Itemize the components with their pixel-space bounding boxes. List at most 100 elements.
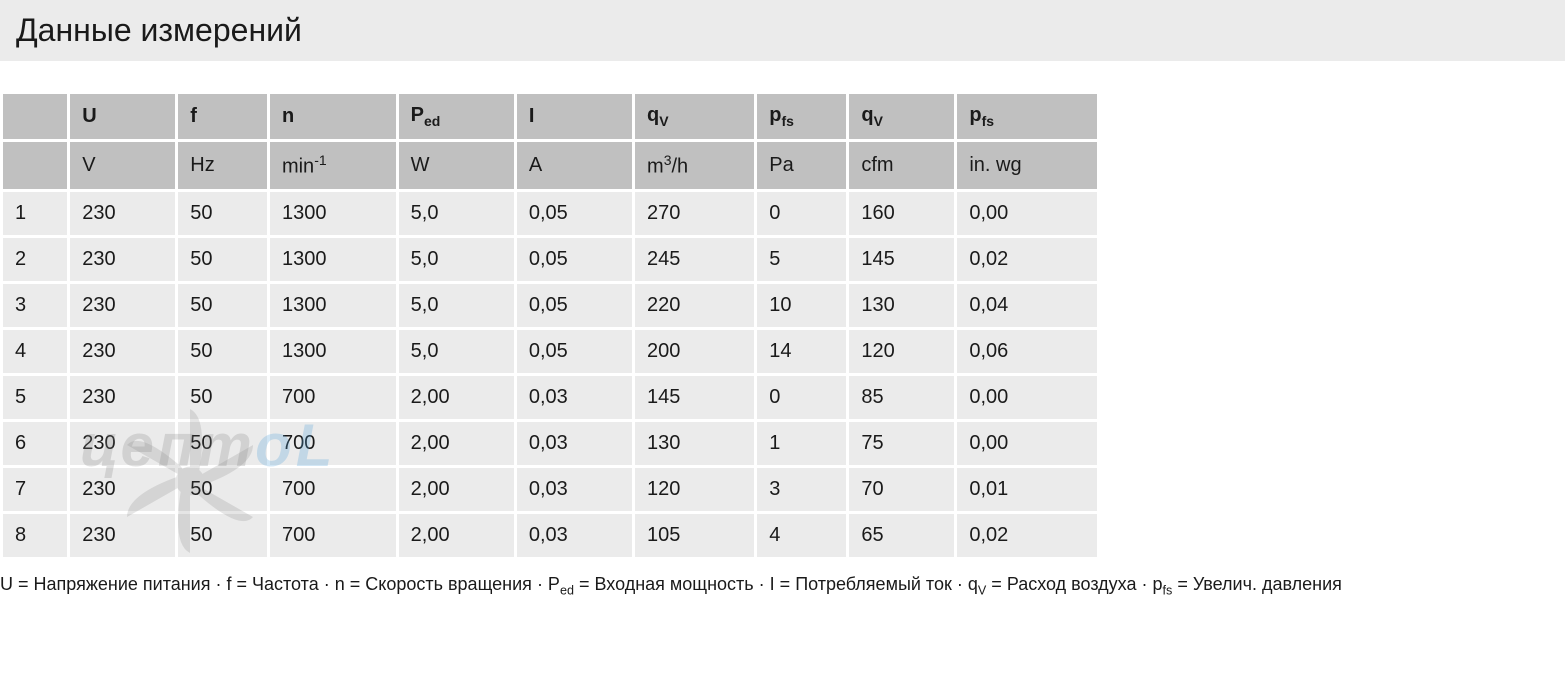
section-title: Данные измерений — [0, 0, 1565, 61]
cell: 0 — [757, 192, 846, 235]
cell: 145 — [635, 376, 754, 419]
cell: 3 — [757, 468, 846, 511]
cell: 1300 — [270, 192, 396, 235]
cell: 0 — [757, 376, 846, 419]
cell: 160 — [849, 192, 954, 235]
col-unit-cfm: cfm — [849, 142, 954, 189]
col-unit-W: W — [399, 142, 514, 189]
cell: 130 — [849, 284, 954, 327]
cell: 0,05 — [517, 284, 632, 327]
cell: 10 — [757, 284, 846, 327]
cell: 50 — [178, 192, 267, 235]
cell: 0,02 — [957, 238, 1097, 281]
title-text: Данные измерений — [16, 12, 302, 48]
cell: 120 — [849, 330, 954, 373]
cell: 1300 — [270, 284, 396, 327]
table-legend: U = Напряжение питания · f = Частота · n… — [0, 570, 1565, 602]
cell: 6 — [3, 422, 67, 465]
cell: 245 — [635, 238, 754, 281]
cell: 700 — [270, 422, 396, 465]
cell: 3 — [3, 284, 67, 327]
cell: 2 — [3, 238, 67, 281]
cell: 7 — [3, 468, 67, 511]
cell: 0,03 — [517, 468, 632, 511]
cell: 0,00 — [957, 422, 1097, 465]
header-row-units: V Hz min-1 W A m3/h Pa cfm in. wg — [3, 142, 1097, 189]
cell: 0,03 — [517, 514, 632, 557]
cell: 2,00 — [399, 514, 514, 557]
cell: 5,0 — [399, 330, 514, 373]
col-header-U: U — [70, 94, 175, 139]
table-row: 2 230 50 1300 5,0 0,05 245 5 145 0,02 — [3, 238, 1097, 281]
col-unit-empty — [3, 142, 67, 189]
cell: 0,03 — [517, 422, 632, 465]
cell: 230 — [70, 238, 175, 281]
legend-qV: Расход воздуха — [1007, 574, 1137, 594]
col-header-I: I — [517, 94, 632, 139]
col-header-empty — [3, 94, 67, 139]
cell: 1 — [757, 422, 846, 465]
cell: 2,00 — [399, 422, 514, 465]
cell: 5 — [757, 238, 846, 281]
cell: 0,03 — [517, 376, 632, 419]
col-header-pfs2: pfs — [957, 94, 1097, 139]
legend-I: Потребляемый ток — [795, 574, 952, 594]
col-unit-V: V — [70, 142, 175, 189]
col-header-Ped: Ped — [399, 94, 514, 139]
cell: 120 — [635, 468, 754, 511]
cell: 0,00 — [957, 376, 1097, 419]
cell: 5,0 — [399, 238, 514, 281]
table-container: цептоL U f n Ped I qV pfs qV pfs V Hz mi… — [0, 91, 1565, 601]
header-row-symbols: U f n Ped I qV pfs qV pfs — [3, 94, 1097, 139]
cell: 2,00 — [399, 376, 514, 419]
cell: 0,05 — [517, 330, 632, 373]
cell: 270 — [635, 192, 754, 235]
cell: 700 — [270, 468, 396, 511]
cell: 4 — [757, 514, 846, 557]
cell: 85 — [849, 376, 954, 419]
table-row: 4 230 50 1300 5,0 0,05 200 14 120 0,06 — [3, 330, 1097, 373]
cell: 1300 — [270, 330, 396, 373]
cell: 0,05 — [517, 192, 632, 235]
table-row: 1 230 50 1300 5,0 0,05 270 0 160 0,00 — [3, 192, 1097, 235]
cell: 130 — [635, 422, 754, 465]
cell: 2,00 — [399, 468, 514, 511]
table-row: 3 230 50 1300 5,0 0,05 220 10 130 0,04 — [3, 284, 1097, 327]
col-unit-Hz: Hz — [178, 142, 267, 189]
cell: 0,01 — [957, 468, 1097, 511]
cell: 50 — [178, 330, 267, 373]
legend-pfs: Увелич. давления — [1193, 574, 1342, 594]
col-unit-Pa: Pa — [757, 142, 846, 189]
cell: 230 — [70, 284, 175, 327]
cell: 8 — [3, 514, 67, 557]
cell: 14 — [757, 330, 846, 373]
col-unit-min: min-1 — [270, 142, 396, 189]
cell: 230 — [70, 330, 175, 373]
col-header-f: f — [178, 94, 267, 139]
cell: 0,06 — [957, 330, 1097, 373]
cell: 200 — [635, 330, 754, 373]
col-header-qV2: qV — [849, 94, 954, 139]
cell: 230 — [70, 192, 175, 235]
cell: 5 — [3, 376, 67, 419]
legend-n: Скорость вращения — [365, 574, 532, 594]
cell: 5,0 — [399, 284, 514, 327]
cell: 75 — [849, 422, 954, 465]
col-unit-m3h: m3/h — [635, 142, 754, 189]
col-unit-inwg: in. wg — [957, 142, 1097, 189]
legend-f: Частота — [252, 574, 319, 594]
cell: 0,04 — [957, 284, 1097, 327]
cell: 0,02 — [957, 514, 1097, 557]
cell: 4 — [3, 330, 67, 373]
cell: 0,05 — [517, 238, 632, 281]
cell: 50 — [178, 238, 267, 281]
cell: 700 — [270, 514, 396, 557]
cell: 220 — [635, 284, 754, 327]
cell: 1 — [3, 192, 67, 235]
cell: 65 — [849, 514, 954, 557]
cell: 145 — [849, 238, 954, 281]
col-header-qV: qV — [635, 94, 754, 139]
cell: 700 — [270, 376, 396, 419]
col-header-n: n — [270, 94, 396, 139]
legend-Ped: Входная мощность — [594, 574, 753, 594]
